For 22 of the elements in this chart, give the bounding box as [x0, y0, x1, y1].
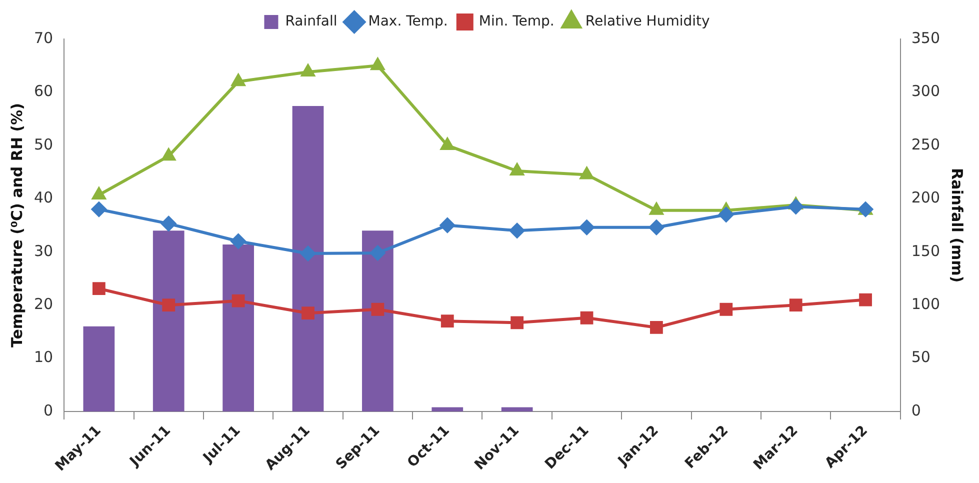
y-tick-label: 30	[34, 242, 54, 260]
y-axis-title: Temperature (⁰C) and RH (%)	[8, 103, 26, 348]
y-tick-label: 40	[34, 188, 54, 207]
y-tick-label: 70	[34, 28, 54, 47]
y-tick-label: 50	[34, 135, 54, 154]
legend-label: Rainfall	[285, 14, 338, 30]
y2-tick-label: 100	[911, 295, 940, 313]
y2-tick-label: 350	[911, 28, 940, 47]
y2-tick-label: 250	[911, 135, 940, 154]
y2-axis-title: Rainfall (mm)	[948, 168, 966, 283]
y-tick-label: 20	[34, 295, 54, 313]
legend-label: Min. Temp.	[478, 14, 554, 30]
y2-tick-label: 50	[911, 348, 930, 366]
y-tick-label: 60	[34, 82, 54, 100]
y2-tick-label: 0	[911, 401, 921, 420]
y-tick-label: 0	[44, 401, 54, 420]
legend-label: Max. Temp.	[368, 14, 448, 30]
legend-label: Relative Humidity	[585, 14, 710, 30]
y-tick-label: 10	[34, 348, 54, 366]
y2-tick-label: 200	[911, 188, 940, 207]
y2-tick-label: 300	[911, 82, 940, 100]
y2-tick-label: 150	[911, 242, 940, 260]
